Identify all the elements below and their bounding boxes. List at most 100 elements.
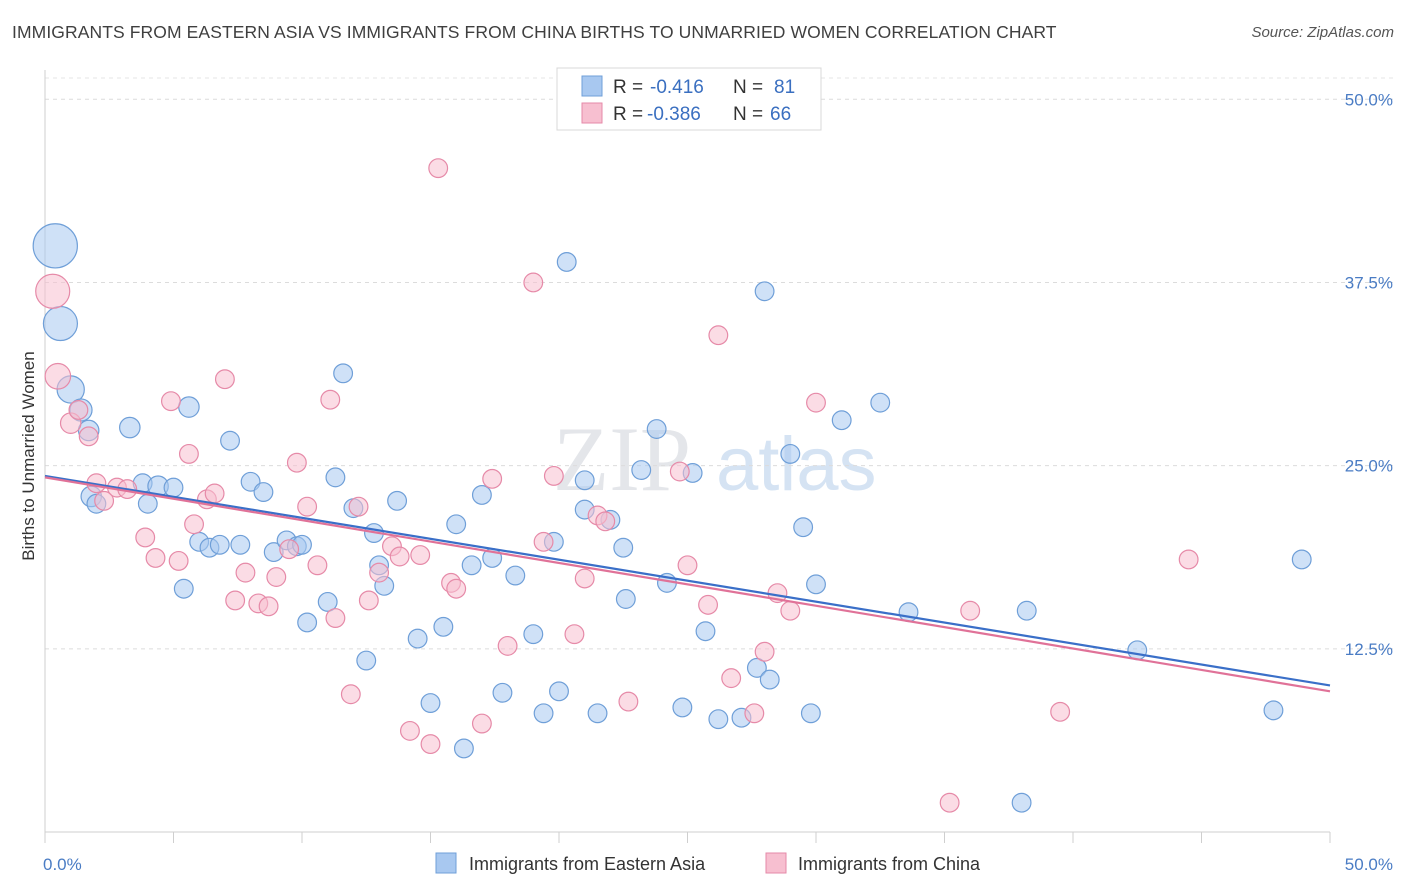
point-china [225, 590, 246, 611]
point-china [369, 562, 390, 583]
point-china [204, 483, 225, 504]
point-china [420, 734, 441, 755]
y-tick-label: 37.5% [1345, 273, 1393, 292]
point-eastern-asia [163, 477, 184, 498]
point-china [497, 635, 518, 656]
point-china [214, 369, 235, 390]
legend-n-label: N = [733, 77, 763, 98]
legend-r-value-eastern-asia: -0.416 [650, 77, 704, 98]
point-china [279, 539, 300, 560]
point-china [94, 490, 115, 511]
point-eastern-asia [317, 591, 338, 612]
series-legend-label-eastern-asia: Immigrants from Eastern Asia [469, 854, 706, 874]
point-eastern-asia [533, 703, 554, 724]
point-china [1050, 701, 1071, 722]
point-eastern-asia [708, 709, 729, 730]
point-china [286, 452, 307, 473]
chart-title: IMMIGRANTS FROM EASTERN ASIA VS IMMIGRAN… [12, 22, 1057, 42]
point-china [410, 545, 431, 565]
y-axis-label: Births to Unmarried Women [19, 351, 38, 560]
series-legend-swatch-eastern-asia [435, 852, 457, 874]
point-eastern-asia [420, 693, 441, 713]
point-eastern-asia [613, 537, 634, 558]
x-tick-label: 0.0% [43, 855, 82, 874]
point-eastern-asia [780, 443, 801, 464]
point-china [78, 426, 99, 447]
point-china [523, 272, 544, 293]
point-eastern-asia [42, 305, 79, 342]
legend-swatch-eastern-asia [581, 75, 603, 97]
point-eastern-asia [1263, 700, 1284, 721]
legend-r-label: R = [613, 104, 643, 125]
point-eastern-asia [119, 416, 141, 439]
point-china [428, 158, 449, 179]
point-eastern-asia [453, 738, 474, 759]
source-credit: Source: ZipAtlas.com [1251, 24, 1394, 41]
point-china [178, 443, 199, 464]
point-eastern-asia [746, 657, 767, 678]
point-china [307, 555, 328, 576]
point-eastern-asia [695, 621, 716, 642]
point-china [618, 691, 639, 712]
point-eastern-asia [407, 628, 428, 649]
point-eastern-asia [209, 534, 230, 555]
point-china [35, 273, 71, 309]
watermark-atlas: atlas [716, 422, 877, 507]
point-eastern-asia [1291, 549, 1312, 570]
point-china [135, 527, 156, 548]
point-eastern-asia [492, 682, 513, 703]
point-china [145, 548, 166, 568]
stats-legend: R = -0.416 N = 81 R = -0.386 N = 66 [556, 67, 822, 131]
point-eastern-asia [631, 460, 652, 480]
legend-n-label: N = [733, 104, 763, 125]
point-eastern-asia [1127, 640, 1148, 661]
point-china [708, 325, 729, 346]
point-eastern-asia [556, 252, 577, 272]
point-china [389, 546, 410, 567]
trend-line-eastern-asia [44, 474, 1331, 687]
point-china [939, 792, 960, 813]
point-china [564, 624, 585, 645]
point-china [574, 568, 595, 589]
point-china [698, 594, 719, 615]
point-eastern-asia [759, 669, 780, 690]
legend-n-value-eastern-asia: 81 [774, 77, 795, 98]
watermark: ZIP atlas [553, 408, 877, 510]
y-tick-label: 12.5% [1345, 640, 1393, 659]
point-eastern-asia [793, 517, 814, 538]
point-eastern-asia [615, 589, 636, 609]
legend-n-value-china: 66 [770, 104, 791, 125]
point-china [258, 596, 279, 617]
point-eastern-asia [574, 470, 595, 491]
point-china [320, 389, 341, 410]
point-china [446, 578, 467, 599]
point-china [669, 461, 690, 482]
point-eastern-asia [806, 574, 826, 595]
point-eastern-asia [587, 703, 608, 724]
point-china [184, 514, 205, 535]
point-eastern-asia [387, 490, 408, 511]
point-eastern-asia [471, 485, 492, 505]
point-eastern-asia [173, 578, 194, 599]
point-eastern-asia [230, 534, 251, 555]
series-legend: Immigrants from Eastern Asia Immigrants … [435, 852, 981, 874]
point-eastern-asia [137, 493, 158, 514]
point-eastern-asia [446, 514, 467, 535]
data-points [32, 158, 1312, 813]
point-china [780, 600, 801, 621]
point-china [744, 703, 765, 724]
y-tick-label: 50.0% [1345, 90, 1393, 109]
point-eastern-asia [800, 703, 821, 724]
y-tick-label: 25.0% [1345, 457, 1393, 476]
x-tick-label: 50.0% [1345, 855, 1393, 874]
point-eastern-asia [870, 392, 891, 413]
point-china [44, 362, 72, 390]
point-china [471, 713, 492, 734]
point-china [806, 392, 826, 413]
series-legend-label-china: Immigrants from China [798, 854, 981, 874]
point-eastern-asia [831, 410, 852, 431]
point-eastern-asia [178, 396, 200, 418]
point-china [595, 511, 616, 532]
point-china [1178, 549, 1199, 570]
